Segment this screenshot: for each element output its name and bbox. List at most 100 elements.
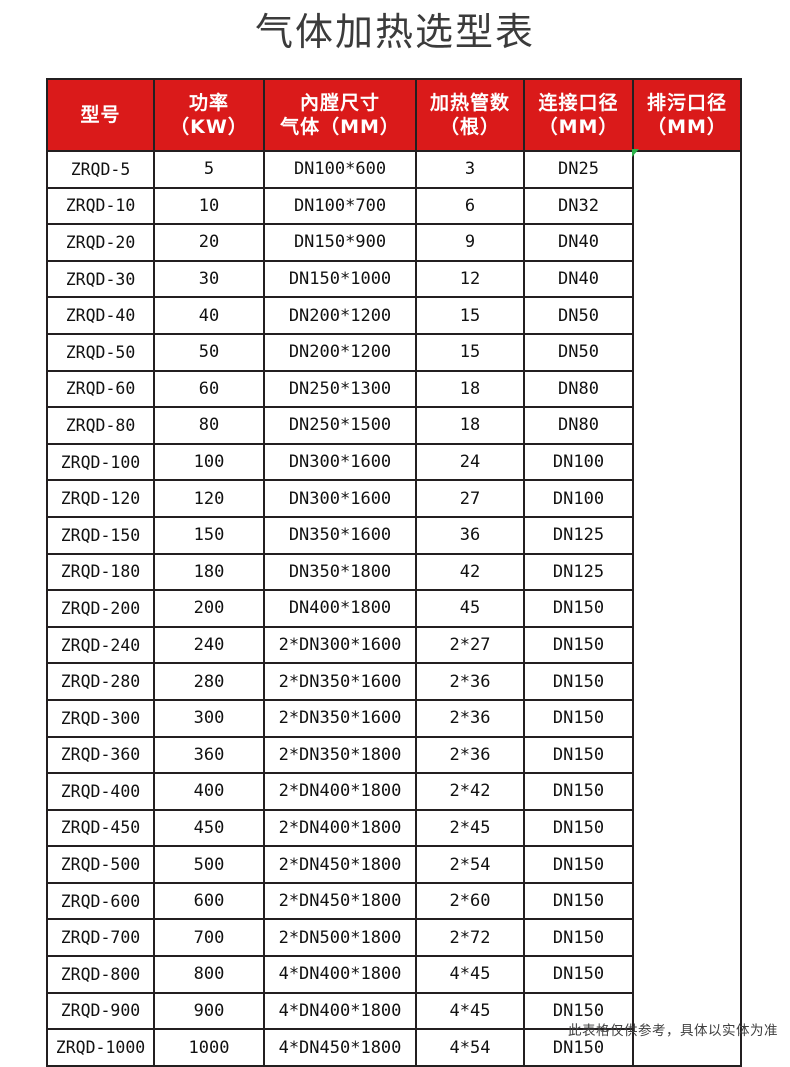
cell-tube-count: 2*42 <box>415 772 525 811</box>
cell-connection-diameter: DN80 <box>523 406 634 445</box>
cell-connection-diameter: DN100 <box>523 479 634 518</box>
cell-tube-count: 4*45 <box>415 955 525 994</box>
cell-power: 150 <box>153 515 265 555</box>
cell-model: ZRQD-120 <box>46 479 155 518</box>
cell-power: 120 <box>153 479 265 518</box>
cell-model: ZRQD-900 <box>46 991 155 1031</box>
cell-model: ZRQD-450 <box>46 808 155 848</box>
cell-power: 50 <box>153 332 265 372</box>
gas-heater-spec-table: 型号 功率 （KW） 內膛尺寸 气体（MM） 加热管数 （根） 连接口径 （MM… <box>46 78 742 1067</box>
table-row: ZRQD-200 200 DN400*1800 45 DN150 <box>46 589 741 628</box>
cell-bore-size: DN250*1500 <box>263 406 417 445</box>
cell-power: 500 <box>153 845 265 884</box>
cell-bore-size: DN300*1600 <box>263 479 417 518</box>
cell-model: ZRQD-5 <box>46 150 155 189</box>
column-header-drain-diameter-line2: （MM） <box>647 116 727 138</box>
column-header-model: 型号 <box>46 78 155 152</box>
cell-model: ZRQD-20 <box>46 223 155 262</box>
cell-connection-diameter: DN150 <box>523 625 634 665</box>
cell-bore-size: DN350*1600 <box>263 515 417 555</box>
cell-connection-diameter: DN125 <box>523 552 634 592</box>
cell-bore-size: DN100*600 <box>263 150 417 189</box>
cell-connection-diameter: DN150 <box>523 589 634 628</box>
column-header-connection-diameter: 连接口径 （MM） <box>523 78 634 152</box>
cell-tube-count: 4*45 <box>415 991 525 1031</box>
cell-connection-diameter: DN125 <box>523 515 634 555</box>
table-row: ZRQD-50 50 DN200*1200 15 DN50 <box>46 332 741 372</box>
cell-model: ZRQD-240 <box>46 625 155 665</box>
cell-tube-count: 2*45 <box>415 808 525 848</box>
cell-tube-count: 2*54 <box>415 845 525 884</box>
cell-connection-diameter: DN150 <box>523 881 634 921</box>
cell-tube-count: 45 <box>415 589 525 628</box>
table-row: ZRQD-100 100 DN300*1600 24 DN100 <box>46 442 741 482</box>
cell-tube-count: 2*36 <box>415 735 525 775</box>
cell-power: 20 <box>153 223 265 262</box>
cell-drain-diameter <box>632 150 742 1067</box>
cell-tube-count: 42 <box>415 552 525 592</box>
column-header-power-line1: 功率 <box>188 92 229 114</box>
cell-power: 300 <box>153 698 265 738</box>
cell-tube-count: 4*54 <box>415 1028 525 1067</box>
cell-power: 600 <box>153 881 265 921</box>
column-header-connection-diameter-line1: 连接口径 <box>538 92 619 114</box>
cell-model: ZRQD-80 <box>46 406 155 445</box>
column-header-tube-count-line1: 加热管数 <box>429 92 510 114</box>
cell-tube-count: 12 <box>415 259 525 299</box>
column-header-tube-count: 加热管数 （根） <box>415 78 525 152</box>
cell-tube-count: 18 <box>415 369 525 409</box>
cell-bore-size: 2*DN350*1800 <box>263 735 417 775</box>
cell-tube-count: 24 <box>415 442 525 482</box>
cell-tube-count: 9 <box>415 223 525 262</box>
table-row: ZRQD-280 280 2*DN350*1600 2*36 DN150 <box>46 662 741 701</box>
column-header-tube-count-line2: （根） <box>439 116 500 138</box>
cell-power: 10 <box>153 186 265 226</box>
table-row: ZRQD-180 180 DN350*1800 42 DN125 <box>46 552 741 592</box>
table-row: ZRQD-600 600 2*DN450*1800 2*60 DN150 <box>46 881 741 921</box>
table-row: ZRQD-360 360 2*DN350*1800 2*36 DN150 <box>46 735 741 775</box>
cell-model: ZRQD-1000 <box>46 1028 155 1067</box>
cell-model: ZRQD-600 <box>46 881 155 921</box>
cell-power: 1000 <box>153 1028 265 1067</box>
cell-model: ZRQD-400 <box>46 772 155 811</box>
cell-tube-count: 15 <box>415 332 525 372</box>
table-row: ZRQD-400 400 2*DN400*1800 2*42 DN150 <box>46 772 741 811</box>
table-row: ZRQD-80 80 DN250*1500 18 DN80 <box>46 406 741 445</box>
cell-model: ZRQD-280 <box>46 662 155 701</box>
table-row: ZRQD-30 30 DN150*1000 12 DN40 <box>46 259 741 299</box>
cell-tube-count: 2*60 <box>415 881 525 921</box>
cell-bore-size: 2*DN400*1800 <box>263 772 417 811</box>
column-header-model-line1: 型号 <box>80 104 121 126</box>
cell-power: 400 <box>153 772 265 811</box>
cell-connection-diameter: DN150 <box>523 991 634 1031</box>
table-row: ZRQD-40 40 DN200*1200 15 DN50 <box>46 296 741 335</box>
cell-tube-count: 3 <box>415 150 525 189</box>
cell-connection-diameter: DN80 <box>523 369 634 409</box>
cell-bore-size: 4*DN400*1800 <box>263 955 417 994</box>
cell-connection-diameter: DN100 <box>523 442 634 482</box>
cell-bore-size: DN400*1800 <box>263 589 417 628</box>
table-row: ZRQD-500 500 2*DN450*1800 2*54 DN150 <box>46 845 741 884</box>
cell-bore-size: DN150*900 <box>263 223 417 262</box>
cell-tube-count: 36 <box>415 515 525 555</box>
cell-bore-size: 2*DN450*1800 <box>263 845 417 884</box>
cell-tube-count: 2*36 <box>415 662 525 701</box>
table-row: ZRQD-120 120 DN300*1600 27 DN100 <box>46 479 741 518</box>
column-header-drain-diameter-line1: 排污口径 <box>646 92 727 114</box>
table-row: ZRQD-240 240 2*DN300*1600 2*27 DN150 <box>46 625 741 665</box>
cell-power: 450 <box>153 808 265 848</box>
cell-tube-count: 2*27 <box>415 625 525 665</box>
column-header-bore-size-line2: 气体（MM） <box>280 116 400 138</box>
cell-bore-size: DN300*1600 <box>263 442 417 482</box>
table-row: ZRQD-700 700 2*DN500*1800 2*72 DN150 <box>46 918 741 958</box>
cell-model: ZRQD-200 <box>46 589 155 628</box>
cell-power: 100 <box>153 442 265 482</box>
cell-connection-diameter: DN150 <box>523 698 634 738</box>
cell-connection-diameter: DN150 <box>523 918 634 958</box>
cell-bore-size: DN250*1300 <box>263 369 417 409</box>
cell-model: ZRQD-150 <box>46 515 155 555</box>
cell-power: 700 <box>153 918 265 958</box>
table-row: ZRQD-20 20 DN150*900 9 DN40 <box>46 223 741 262</box>
cell-bore-size: DN100*700 <box>263 186 417 226</box>
table-row: ZRQD-300 300 2*DN350*1600 2*36 DN150 <box>46 698 741 738</box>
